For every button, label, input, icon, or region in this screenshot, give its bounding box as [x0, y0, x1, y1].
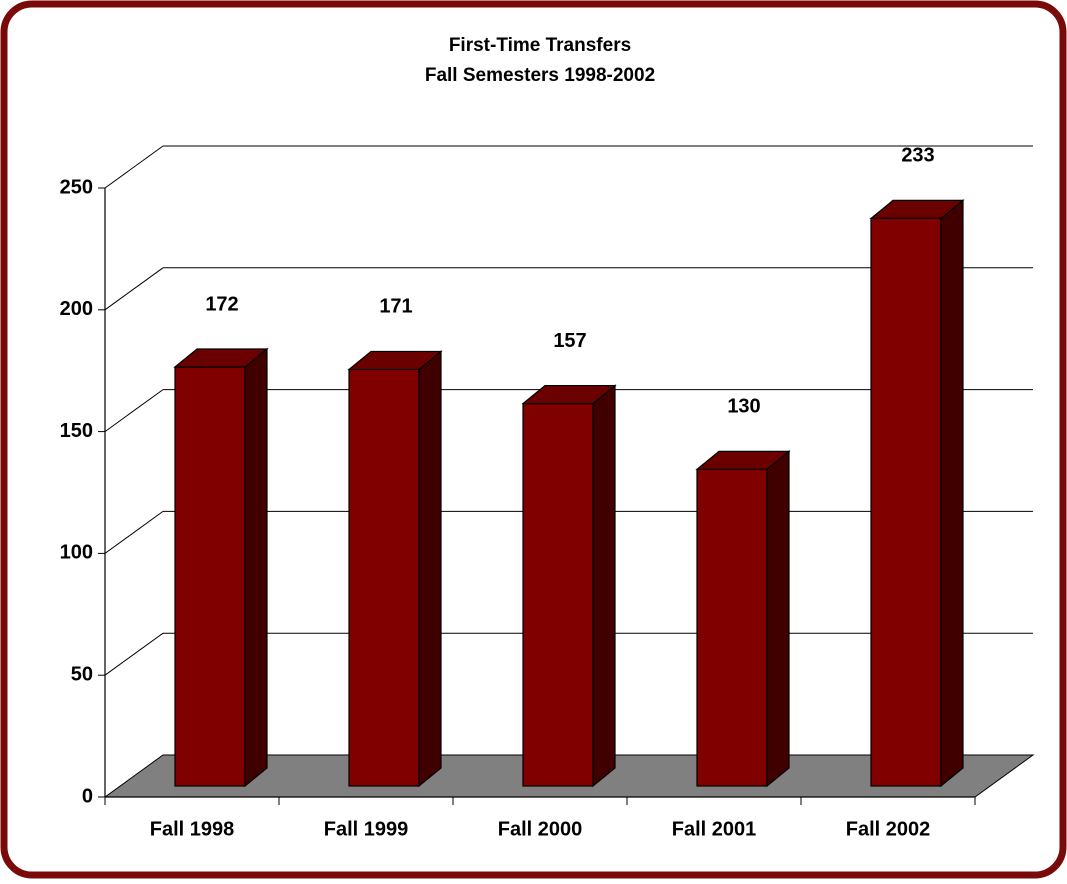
bar — [348, 368, 420, 787]
y-tick-label: 50 — [71, 663, 93, 685]
bar-side — [418, 350, 442, 788]
bar — [174, 366, 246, 787]
bar-side — [940, 199, 964, 788]
y-tick-label: 150 — [60, 420, 93, 442]
y-tick-label: 200 — [60, 298, 93, 320]
grid-line — [104, 267, 164, 311]
chart-subtitle: Fall Semesters 1998-2002 — [425, 65, 655, 86]
bar-top — [869, 199, 965, 220]
bar-top — [173, 348, 269, 368]
data-label: 171 — [379, 296, 412, 318]
chart-title: First-Time Transfers — [449, 35, 631, 56]
x-tick-label: Fall 1998 — [150, 818, 235, 840]
data-label: 157 — [553, 330, 586, 352]
bar-top — [347, 350, 443, 371]
y-tick-label: 250 — [60, 176, 93, 198]
data-label: 130 — [727, 396, 760, 418]
x-tick-label: Fall 1999 — [324, 818, 409, 840]
bar — [696, 468, 768, 787]
x-tick-label: Fall 2001 — [672, 818, 757, 840]
grid-line — [104, 389, 164, 433]
y-tick-label: 100 — [60, 542, 93, 564]
data-label: 172 — [205, 293, 238, 315]
bar-top — [695, 450, 791, 470]
grid-line — [104, 510, 164, 554]
grid-line — [104, 632, 164, 676]
data-label: 233 — [901, 145, 934, 167]
bar-side — [766, 450, 790, 788]
bar-side — [244, 347, 268, 788]
grid-line — [104, 145, 164, 189]
bar-side — [592, 384, 616, 788]
bar-top — [521, 384, 617, 405]
x-tick-label: Fall 2000 — [498, 818, 583, 840]
bar — [870, 217, 942, 787]
bar — [522, 402, 594, 787]
y-tick-label: 0 — [82, 785, 93, 807]
x-tick-label: Fall 2002 — [846, 818, 931, 840]
